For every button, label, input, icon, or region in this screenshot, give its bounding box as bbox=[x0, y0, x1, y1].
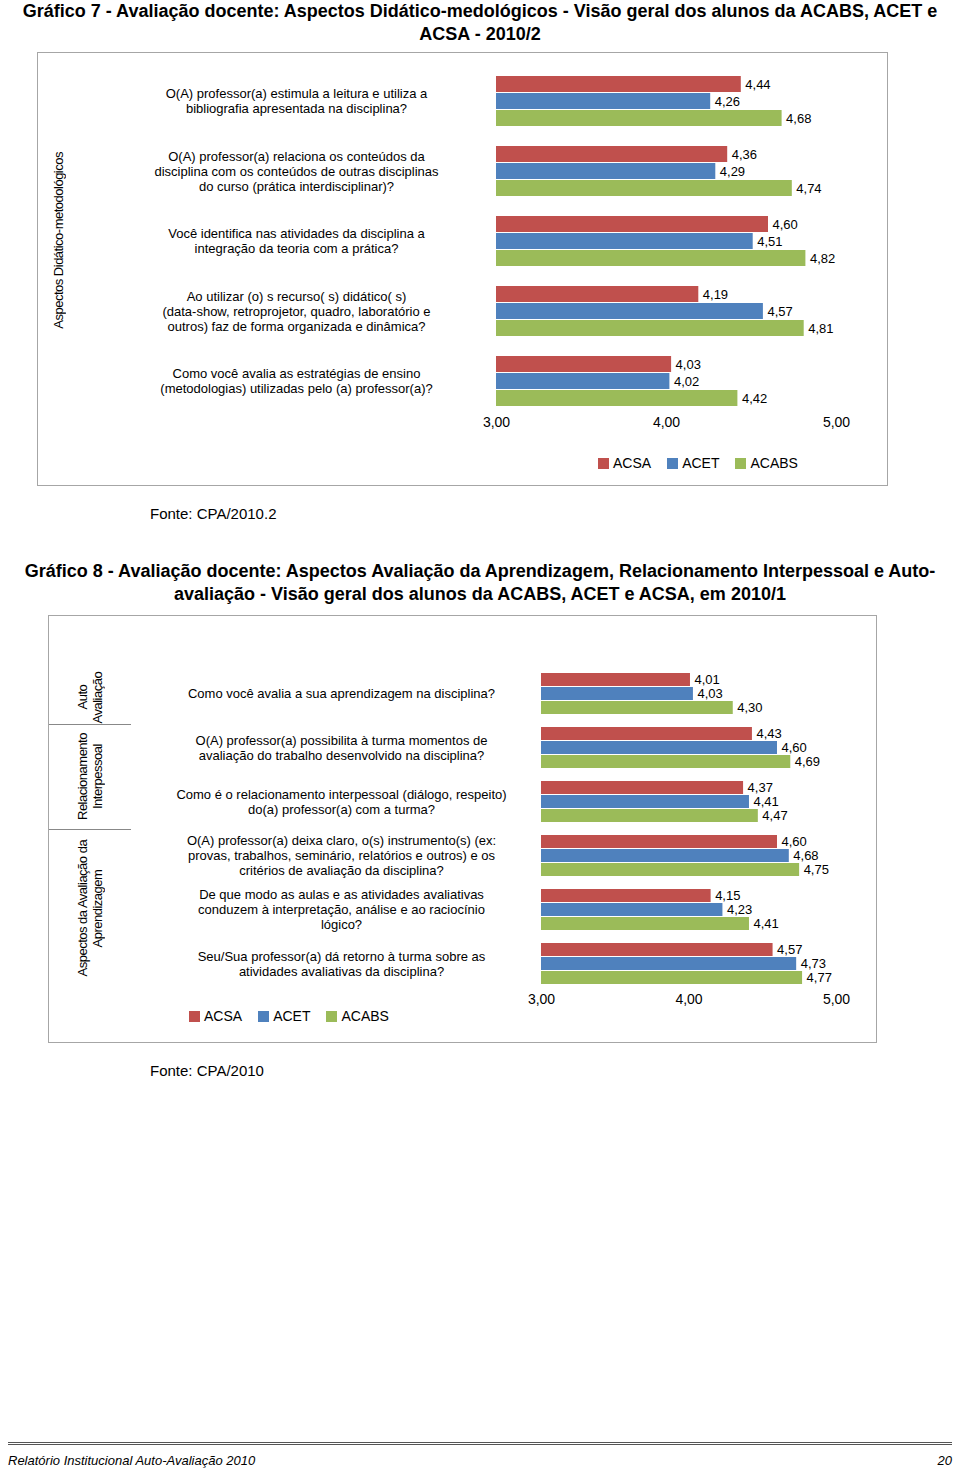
svg-text:4,68: 4,68 bbox=[786, 111, 811, 126]
svg-text:4,43: 4,43 bbox=[756, 726, 781, 741]
svg-text:4,74: 4,74 bbox=[796, 181, 821, 196]
html-text:20: 20 bbox=[937, 1453, 952, 1468]
svg-text:Você identifica nas atividades: Você identifica nas atividades da discip… bbox=[168, 226, 425, 256]
svg-text:Ao utilizar (o) s recurso( s): Ao utilizar (o) s recurso( s) didático( … bbox=[162, 289, 430, 334]
svg-text:4,44: 4,44 bbox=[745, 77, 770, 92]
svg-text:O(A) professor(a) possibilita: O(A) professor(a) possibilita à turma mo… bbox=[196, 733, 488, 763]
svg-text:4,30: 4,30 bbox=[737, 700, 762, 715]
svg-text:4,02: 4,02 bbox=[674, 374, 699, 389]
html-text:ACSA: ACSA bbox=[613, 455, 652, 471]
svg-text:4,29: 4,29 bbox=[720, 164, 745, 179]
svg-text:4,00: 4,00 bbox=[675, 991, 702, 1007]
html-text:ACET: ACET bbox=[273, 1008, 311, 1024]
html-text:Gráfico 7 - Avaliação docente:: Gráfico 7 - Avaliação docente: Aspectos … bbox=[22, 1, 938, 44]
svg-text:4,37: 4,37 bbox=[748, 780, 773, 795]
svg-text:4,41: 4,41 bbox=[753, 794, 778, 809]
html-text:Gráfico 8 - Avaliação docente:: Gráfico 8 - Avaliação docente: Aspectos … bbox=[24, 561, 936, 604]
svg-text:4,03: 4,03 bbox=[676, 357, 701, 372]
svg-text:5,00: 5,00 bbox=[823, 991, 850, 1007]
svg-text:4,26: 4,26 bbox=[715, 94, 740, 109]
svg-text:4,01: 4,01 bbox=[694, 672, 719, 687]
svg-text:4,41: 4,41 bbox=[753, 916, 778, 931]
svg-text:O(A) professor(a) relaciona os: O(A) professor(a) relaciona os conteúdos… bbox=[155, 149, 439, 194]
svg-text:Como você avalia a sua aprendi: Como você avalia a sua aprendizagem na d… bbox=[188, 686, 495, 701]
svg-text:O(A) professor(a) deixa claro,: O(A) professor(a) deixa claro, o(s) inst… bbox=[187, 833, 496, 878]
svg-text:Como é o relacionamento interp: Como é o relacionamento interpessoal (di… bbox=[176, 787, 506, 817]
svg-text:4,51: 4,51 bbox=[757, 234, 782, 249]
html-text:Fonte: CPA/2010: Fonte: CPA/2010 bbox=[150, 1062, 264, 1079]
svg-text:3,00: 3,00 bbox=[528, 991, 555, 1007]
svg-text:4,57: 4,57 bbox=[767, 304, 792, 319]
svg-text:4,47: 4,47 bbox=[762, 808, 787, 823]
svg-text:4,57: 4,57 bbox=[777, 942, 802, 957]
svg-text:4,68: 4,68 bbox=[793, 848, 818, 863]
html-text:ACABS: ACABS bbox=[341, 1008, 389, 1024]
html-text:ACET: ACET bbox=[682, 455, 720, 471]
svg-text:Como você avalia as estratégia: Como você avalia as estratégias de ensin… bbox=[160, 366, 432, 396]
html-text:ACSA: ACSA bbox=[204, 1008, 243, 1024]
svg-text:4,36: 4,36 bbox=[732, 147, 757, 162]
svg-text:4,00: 4,00 bbox=[653, 414, 680, 430]
svg-text:4,42: 4,42 bbox=[742, 391, 767, 406]
svg-text:4,03: 4,03 bbox=[697, 686, 722, 701]
html-text:ACABS: ACABS bbox=[750, 455, 798, 471]
svg-text:De que modo as aulas e as ativ: De que modo as aulas e as atividades ava… bbox=[198, 887, 485, 932]
svg-text:4,81: 4,81 bbox=[808, 321, 833, 336]
svg-text:4,73: 4,73 bbox=[801, 956, 826, 971]
svg-text:3,00: 3,00 bbox=[483, 414, 510, 430]
svg-text:4,23: 4,23 bbox=[727, 902, 752, 917]
svg-text:4,75: 4,75 bbox=[804, 862, 829, 877]
html-text:Aspectos Didático-metodológico: Aspectos Didático-metodológicos bbox=[50, 151, 66, 329]
html-text:Relatório Institucional Auto-A: Relatório Institucional Auto-Avaliação 2… bbox=[8, 1453, 256, 1468]
html-text:Fonte: CPA/2010.2: Fonte: CPA/2010.2 bbox=[150, 505, 277, 522]
html-text:Aspectos da Avaliação da Apren: Aspectos da Avaliação da Aprendizagem bbox=[75, 839, 105, 977]
html-text:Auto Avaliação: Auto Avaliação bbox=[75, 671, 105, 724]
html-text:Relacionamento Interpessoal: Relacionamento Interpessoal bbox=[75, 733, 105, 820]
svg-text:4,69: 4,69 bbox=[795, 754, 820, 769]
svg-text:O(A) professor(a) estimula a l: O(A) professor(a) estimula a leitura e u… bbox=[166, 86, 428, 116]
svg-text:Seu/Sua professor(a) dá retorn: Seu/Sua professor(a) dá retorno à turma … bbox=[198, 949, 486, 979]
svg-text:4,60: 4,60 bbox=[782, 834, 807, 849]
svg-text:4,60: 4,60 bbox=[773, 217, 798, 232]
svg-text:4,19: 4,19 bbox=[703, 287, 728, 302]
svg-text:4,60: 4,60 bbox=[782, 740, 807, 755]
svg-text:5,00: 5,00 bbox=[823, 414, 850, 430]
svg-text:4,82: 4,82 bbox=[810, 251, 835, 266]
svg-text:4,15: 4,15 bbox=[715, 888, 740, 903]
svg-text:4,77: 4,77 bbox=[807, 970, 832, 985]
